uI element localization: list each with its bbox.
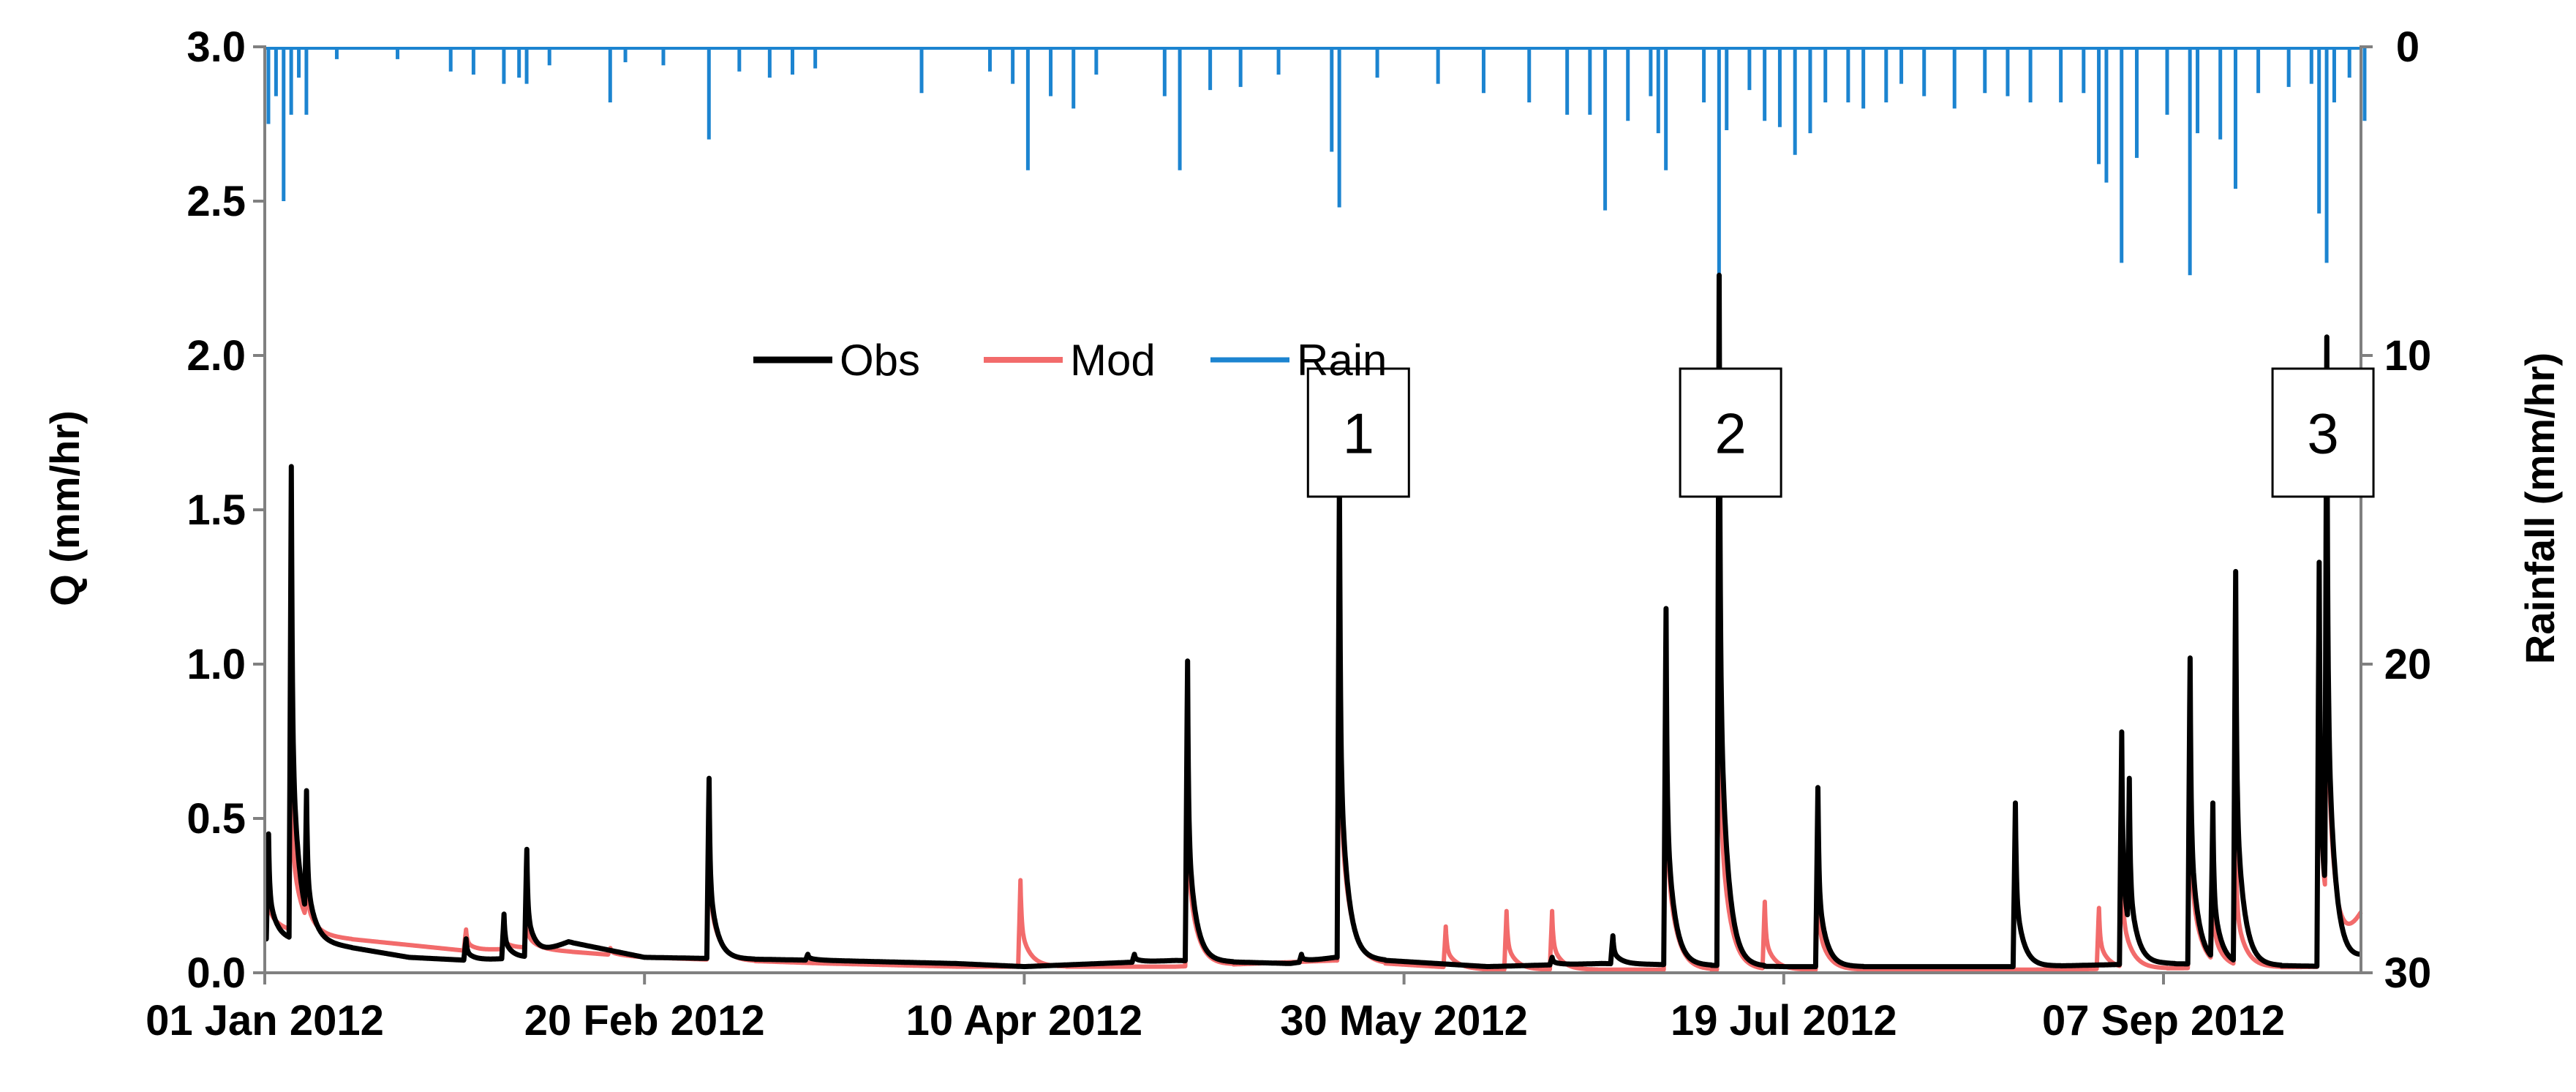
annotation-box-3: [2271, 367, 2375, 498]
obs-series: [263, 272, 2363, 970]
x-tick-label: 01 Jan 2012: [146, 997, 384, 1044]
annotation-label-2: 2: [1714, 402, 1746, 466]
x-tick-label: 07 Sep 2012: [2042, 997, 2285, 1044]
legend-label-obs: Obs: [840, 336, 920, 385]
y-left-tick-label: 0.5: [187, 795, 246, 843]
x-tick-label: 30 May 2012: [1280, 997, 1528, 1044]
y-right-tick-label: 20: [2384, 641, 2432, 688]
y-axis-left-title: Q (mm/hr): [42, 410, 88, 606]
y-right-tick-label: 30: [2384, 949, 2432, 997]
axes: [253, 45, 2373, 984]
x-tick-label: 19 Jul 2012: [1671, 997, 1897, 1044]
y-right-tick-label: 10: [2384, 332, 2432, 380]
annotation-box-1: [1306, 367, 1410, 498]
legend-label-mod: Mod: [1070, 336, 1156, 385]
annotations: 1 2 3: [1306, 367, 2375, 498]
rain-series: [265, 47, 2367, 427]
mod-series: [263, 470, 2363, 972]
y-left-tick-label: 3.0: [187, 23, 246, 71]
annotation-label-1: 1: [1343, 402, 1374, 466]
x-tick-label: 20 Feb 2012: [524, 997, 765, 1044]
obs-line: [263, 272, 2363, 970]
y-right-tick-label: 0: [2396, 23, 2419, 71]
legend: Obs Mod Rain: [753, 336, 1387, 385]
y-left-tick-label: 2.0: [187, 332, 246, 380]
y-left-tick-label: 0.0: [187, 949, 246, 997]
mod-line: [263, 470, 2363, 972]
x-tick-label: 10 Apr 2012: [906, 997, 1143, 1044]
tick-labels: 0.0 0.5 1.0 1.5 2.0 2.5 3.0 0 10 20 30 01 Jan 2012 2…: [146, 23, 2431, 1044]
annotation-label-3: 3: [2307, 402, 2338, 466]
y-left-tick-label: 1.0: [187, 641, 246, 688]
y-left-tick-label: 1.5: [187, 486, 246, 534]
legend-label-rain: Rain: [1297, 336, 1387, 385]
y-left-tick-label: 2.5: [187, 178, 246, 225]
annotation-box-2: [1679, 367, 1782, 498]
y-axis-right-title: Rainfall (mm/hr): [2517, 353, 2563, 664]
